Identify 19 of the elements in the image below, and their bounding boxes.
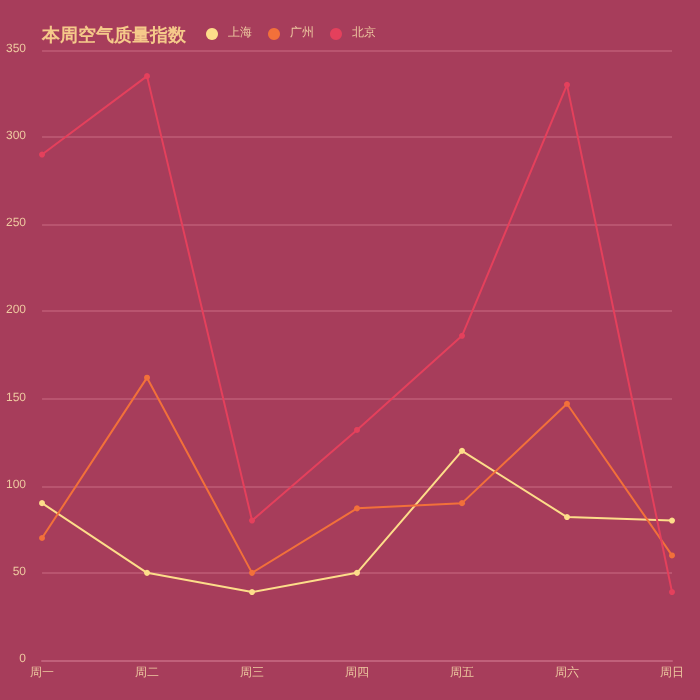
point	[144, 569, 151, 576]
point	[669, 552, 675, 559]
point	[249, 517, 256, 524]
point	[669, 517, 675, 524]
point	[39, 535, 46, 541]
point	[354, 569, 361, 576]
chart-title: 本周空气质量指数	[40, 25, 188, 45]
point	[144, 374, 151, 381]
line-series	[39, 374, 675, 576]
point	[459, 447, 466, 454]
point	[39, 500, 46, 507]
point	[669, 589, 675, 596]
point	[564, 81, 570, 88]
line-series	[39, 447, 675, 596]
point	[459, 500, 466, 507]
point	[564, 400, 570, 407]
point	[39, 151, 46, 158]
point	[249, 569, 256, 576]
point	[354, 505, 361, 512]
